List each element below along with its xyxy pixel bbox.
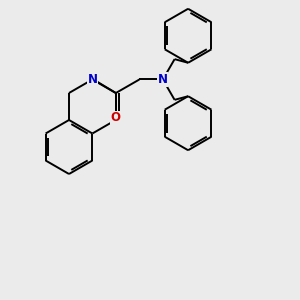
- Text: N: N: [158, 73, 168, 86]
- Text: N: N: [87, 73, 98, 86]
- Text: O: O: [111, 112, 121, 124]
